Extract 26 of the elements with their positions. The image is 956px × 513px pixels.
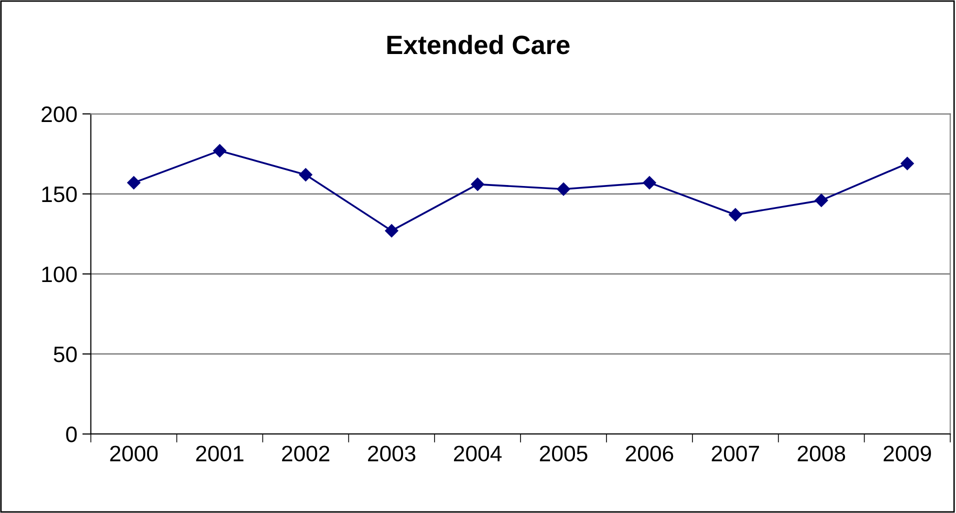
point [213,144,226,158]
x-tick-label: 2000 [110,446,158,462]
x-tick-label: 2004 [454,446,502,462]
point [385,224,398,238]
point [299,168,312,182]
x-tick-label: 2001 [196,446,244,462]
x-tick-label: 2008 [798,446,846,462]
y-tick-label: 0 [66,426,77,442]
point [814,194,828,207]
point [642,176,656,190]
y-tick-label: 200 [42,106,77,122]
y-tick-label: 150 [42,186,77,202]
point [900,156,914,170]
x-tick-label: 2003 [368,446,416,462]
y-tick-label: 50 [54,346,77,362]
point [470,178,484,191]
point [728,208,742,222]
y-tick-label: 100 [42,266,77,282]
point [556,182,570,196]
chart-title: Extended Care [387,34,570,54]
x-tick-label: 2002 [282,446,330,462]
x-tick-label: 2006 [626,446,674,462]
x-tick-label: 2009 [884,446,931,462]
point [127,176,140,190]
x-tick-label: 2005 [540,446,588,462]
x-tick-label: 2007 [712,446,760,462]
